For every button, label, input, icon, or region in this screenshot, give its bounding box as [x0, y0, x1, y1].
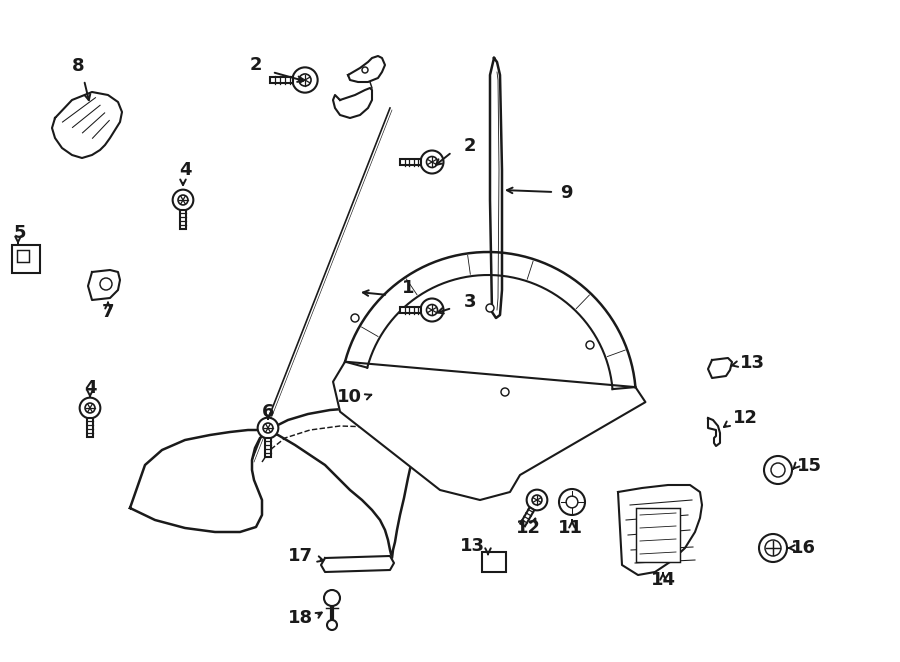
Text: 1: 1: [402, 279, 415, 297]
Circle shape: [566, 496, 578, 508]
Circle shape: [292, 68, 318, 93]
Polygon shape: [87, 418, 93, 437]
Circle shape: [427, 305, 437, 316]
Text: 17: 17: [288, 547, 313, 565]
Polygon shape: [400, 159, 421, 165]
Circle shape: [178, 195, 188, 205]
Circle shape: [501, 388, 509, 396]
Polygon shape: [266, 438, 271, 457]
Circle shape: [771, 463, 785, 477]
Text: 2: 2: [464, 137, 476, 155]
Circle shape: [526, 490, 547, 510]
Text: 13: 13: [740, 354, 765, 372]
Circle shape: [263, 423, 273, 433]
FancyBboxPatch shape: [482, 552, 506, 572]
FancyBboxPatch shape: [17, 250, 29, 262]
Circle shape: [532, 495, 542, 505]
Circle shape: [764, 456, 792, 484]
Text: 9: 9: [560, 184, 572, 202]
FancyBboxPatch shape: [636, 508, 680, 562]
Circle shape: [420, 299, 444, 322]
Text: 11: 11: [557, 519, 582, 537]
Text: 10: 10: [337, 388, 362, 406]
Polygon shape: [52, 92, 122, 158]
Text: 3: 3: [464, 293, 476, 311]
Circle shape: [80, 398, 100, 418]
Polygon shape: [333, 361, 645, 500]
Polygon shape: [345, 252, 635, 389]
Circle shape: [420, 150, 444, 173]
Circle shape: [351, 314, 359, 322]
Text: 2: 2: [249, 56, 262, 74]
Circle shape: [759, 534, 787, 562]
Circle shape: [427, 156, 437, 167]
Text: 14: 14: [651, 571, 676, 589]
Circle shape: [586, 341, 594, 349]
Circle shape: [85, 403, 95, 413]
Text: 7: 7: [102, 303, 114, 321]
Text: 18: 18: [288, 609, 313, 627]
Polygon shape: [520, 507, 535, 526]
Polygon shape: [618, 485, 702, 575]
Text: 5: 5: [14, 224, 26, 242]
Polygon shape: [490, 58, 502, 318]
Circle shape: [765, 540, 781, 556]
Polygon shape: [270, 77, 292, 83]
Text: 8: 8: [72, 57, 85, 75]
Text: 12: 12: [733, 409, 758, 427]
Polygon shape: [88, 270, 120, 300]
Text: 6: 6: [262, 403, 274, 421]
Polygon shape: [130, 408, 418, 558]
Circle shape: [257, 418, 278, 438]
FancyBboxPatch shape: [12, 245, 40, 273]
Polygon shape: [180, 210, 185, 229]
Text: 12: 12: [516, 519, 541, 537]
Text: 15: 15: [797, 457, 822, 475]
Text: 13: 13: [460, 537, 485, 555]
Circle shape: [299, 74, 311, 86]
Circle shape: [327, 620, 337, 630]
Text: 4: 4: [84, 379, 96, 397]
Polygon shape: [400, 307, 421, 313]
Circle shape: [559, 489, 585, 515]
Polygon shape: [708, 358, 732, 378]
Polygon shape: [321, 556, 394, 572]
Circle shape: [173, 189, 194, 211]
Circle shape: [486, 304, 494, 312]
Text: 4: 4: [179, 161, 191, 179]
Text: 16: 16: [791, 539, 816, 557]
Polygon shape: [348, 56, 385, 82]
Circle shape: [324, 590, 340, 606]
Polygon shape: [708, 418, 720, 446]
Polygon shape: [333, 88, 372, 118]
